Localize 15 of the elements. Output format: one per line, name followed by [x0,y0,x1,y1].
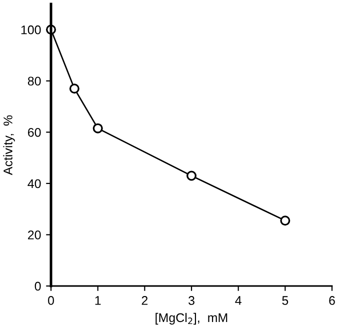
y-tick-label: 20 [28,230,41,240]
y-tick-label: 100 [21,25,41,34]
y-tick-label: 80 [28,76,41,86]
x-tick-label: 2 [142,296,148,305]
y-tick-label: 60 [28,128,41,137]
x-axis-title: [MgCl$_{2}$], mM [156,312,228,325]
x-tick-label: 0 [48,296,54,305]
x-tick-label: 6 [329,296,335,305]
y-axis-title: Activity, % [3,115,15,176]
x-tick-label: 5 [282,296,288,305]
x-tick-label: 3 [188,296,194,305]
x-tick-label: 4 [235,296,242,305]
y-tick-label: 40 [28,179,41,188]
x-tick-label: 1 [95,296,101,305]
y-tick-label: 0 [34,282,41,291]
